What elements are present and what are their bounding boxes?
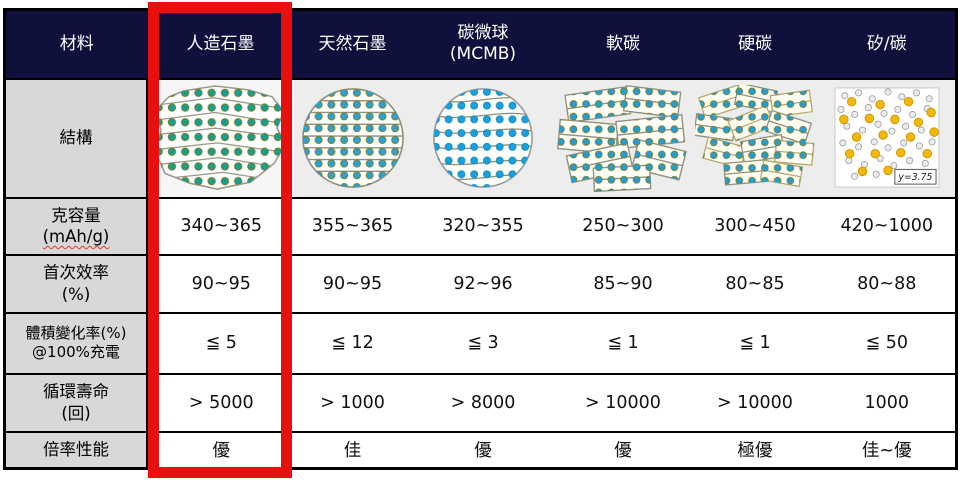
first-efficiency-natural-graphite: 90~95: [293, 253, 412, 313]
header-soft-carbon: 軟碳: [554, 9, 692, 79]
capacity-si-carbon: 420~1000: [818, 196, 957, 255]
volume-change-mcmb: ≦ 3: [411, 311, 555, 374]
header-row: 材料 人造石墨 天然石墨 碳微球 (MCMB) 軟碳 硬碳: [4, 9, 957, 79]
first-efficiency-soft-carbon: 85~90: [554, 253, 692, 313]
structure-cell-soft-carbon: [554, 77, 692, 198]
volume-change-si-carbon: ≦ 50: [818, 311, 957, 374]
header-hard-carbon: 硬碳: [691, 9, 819, 79]
capacity-artificial-graphite: 340~365: [147, 196, 294, 255]
soft-carbon-structure-icon: [556, 84, 687, 192]
row-label-rate-performance: 倍率性能: [4, 430, 149, 469]
cycle-life-mcmb: > 8000: [411, 372, 555, 432]
first-efficiency-hard-carbon: 80~85: [691, 253, 819, 313]
silicon-carbon-structure-icon: y=3.75: [834, 87, 940, 188]
structure-cell-si-carbon: y=3.75: [818, 77, 957, 198]
si-c-annotation: y=3.75: [897, 172, 932, 183]
rate-performance-artificial-graphite: 優: [147, 430, 294, 469]
capacity-soft-carbon: 250~300: [554, 196, 692, 255]
cycle-life-soft-carbon: > 10000: [554, 372, 692, 432]
cycle-life-row: 循環壽命 (回) > 5000 > 1000 > 8000 > 10000 > …: [4, 372, 957, 432]
structure-cell-mcmb: [411, 77, 555, 198]
cycle-life-artificial-graphite: > 5000: [147, 372, 294, 432]
volume-change-artificial-graphite: ≦ 5: [147, 311, 294, 374]
natural-graphite-structure-icon: [301, 88, 404, 188]
volume-change-soft-carbon: ≦ 1: [554, 311, 692, 374]
row-label-volume-change: 體積變化率(%) @100%充電: [4, 311, 149, 374]
rate-performance-hard-carbon: 極優: [691, 430, 819, 469]
structure-row: 結構: [4, 77, 957, 198]
header-si-carbon: 矽/碳: [818, 9, 957, 79]
structure-cell-natural-graphite: [293, 77, 412, 198]
volume-change-natural-graphite: ≦ 12: [293, 311, 412, 374]
hard-carbon-structure-icon: [695, 85, 815, 188]
volume-change-hard-carbon: ≦ 1: [691, 311, 819, 374]
rate-performance-mcmb: 優: [411, 430, 555, 469]
mcmb-structure-icon: [433, 88, 533, 188]
first-efficiency-si-carbon: 80~88: [818, 253, 957, 313]
header-natural-graphite: 天然石墨: [293, 9, 412, 79]
cycle-life-hard-carbon: > 10000: [691, 372, 819, 432]
cycle-life-si-carbon: 1000: [818, 372, 957, 432]
rate-performance-natural-graphite: 佳: [293, 430, 412, 469]
rate-performance-si-carbon: 佳~優: [818, 430, 957, 469]
structure-cell-hard-carbon: [691, 77, 819, 198]
anode-materials-table: 材料 人造石墨 天然石墨 碳微球 (MCMB) 軟碳 硬碳: [3, 8, 958, 470]
row-label-first-efficiency: 首次效率 (%): [4, 253, 149, 313]
first-efficiency-row: 首次效率 (%) 90~95 90~95 92~96 85~90 80~85 8…: [4, 253, 957, 313]
volume-change-row: 體積變化率(%) @100%充電 ≦ 5 ≦ 12 ≦ 3 ≦ 1 ≦ 1 ≦ …: [4, 311, 957, 374]
cycle-life-natural-graphite: > 1000: [293, 372, 412, 432]
row-label-capacity: 克容量 (mAh/g): [4, 196, 149, 255]
capacity-natural-graphite: 355~365: [293, 196, 412, 255]
first-efficiency-mcmb: 92~96: [411, 253, 555, 313]
row-label-structure: 結構: [4, 77, 149, 198]
header-mcmb: 碳微球 (MCMB): [411, 9, 555, 79]
capacity-row: 克容量 (mAh/g) 340~365 355~365 320~355 250~…: [4, 196, 957, 255]
capacity-hard-carbon: 300~450: [691, 196, 819, 255]
rate-performance-soft-carbon: 優: [554, 430, 692, 469]
first-efficiency-artificial-graphite: 90~95: [147, 253, 294, 313]
rate-performance-row: 倍率性能 優 佳 優 優 極優 佳~優: [4, 430, 957, 469]
header-material-label: 材料: [59, 33, 94, 54]
row-label-cycle-life: 循環壽命 (回): [4, 372, 149, 432]
capacity-mcmb: 320~355: [411, 196, 555, 255]
artificial-graphite-structure-icon: [153, 85, 287, 190]
structure-cell-artificial-graphite: [147, 77, 294, 198]
header-artificial-graphite: 人造石墨: [147, 9, 294, 79]
header-material: 材料: [4, 9, 148, 79]
